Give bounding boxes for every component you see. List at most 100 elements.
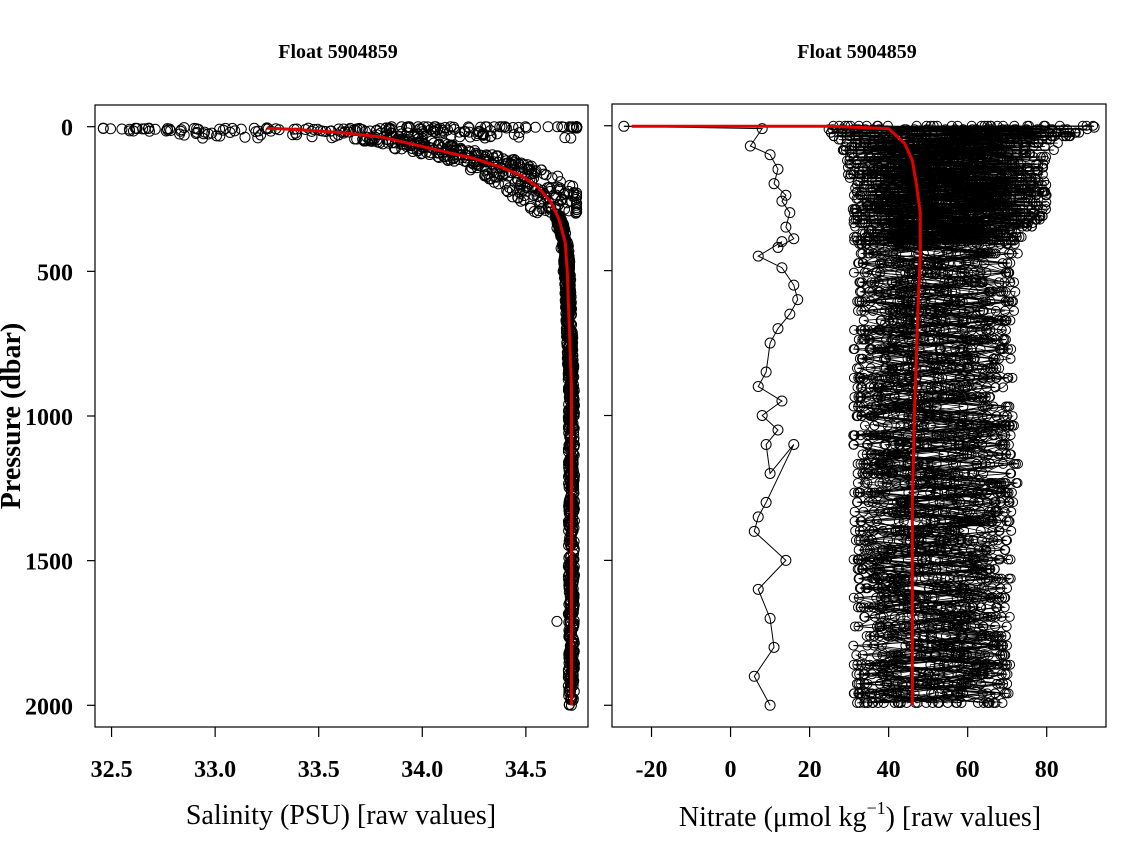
salinity-raw-point (567, 121, 579, 133)
nitrate-raw-point (1038, 158, 1049, 169)
nitrate-raw-point (889, 334, 900, 345)
salinity-raw-point (558, 252, 570, 264)
nitrate-raw-point (870, 372, 881, 383)
nitrate-raw-point (1007, 372, 1018, 383)
salinity-raw-point (567, 454, 579, 466)
nitrate-raw-point (1006, 296, 1017, 307)
nitrate-raw-point (855, 190, 866, 201)
nitrate-raw-point (976, 248, 987, 259)
salinity-raw-point (536, 184, 548, 196)
nitrate-raw-point (875, 325, 886, 336)
nitrate-raw-point (862, 640, 873, 651)
nitrate-raw-point (982, 697, 993, 708)
nitrate-raw-point (1012, 478, 1023, 489)
salinity-raw-point (563, 586, 575, 598)
nitrate-raw-point (1040, 200, 1051, 211)
nitrate-raw-point (921, 697, 932, 708)
nitrate-raw-point (874, 564, 885, 575)
nitrate-raw-point (900, 176, 911, 187)
salinity-raw-point (485, 173, 497, 185)
salinity-raw-point (161, 123, 173, 135)
nitrate-raw-profile (838, 125, 1064, 704)
x-tick-label: 32.5 (91, 757, 133, 783)
nitrate-outlier-point (756, 123, 768, 135)
nitrate-raw-point (1039, 176, 1050, 187)
nitrate-raw-point (977, 391, 988, 402)
salinity-raw-point (396, 143, 408, 155)
nitrate-raw-point (871, 267, 882, 278)
nitrate-raw-point (957, 391, 968, 402)
nitrate-raw-point (845, 169, 856, 180)
nitrate-raw-point (958, 688, 969, 699)
nitrate-raw-point (981, 334, 992, 345)
nitrate-raw-point (985, 516, 996, 527)
salinity-raw-point (563, 457, 575, 469)
nitrate-raw-point (969, 564, 980, 575)
nitrate-raw-point (978, 544, 989, 555)
nitrate-raw-point (890, 449, 901, 460)
nitrate-raw-profile (840, 125, 1047, 704)
nitrate-raw-point (951, 382, 962, 393)
nitrate-raw-point (862, 197, 873, 208)
salinity-raw-point (484, 131, 496, 143)
nitrate-raw-point (869, 277, 880, 288)
nitrate-raw-point (988, 535, 999, 546)
salinity-raw-point (561, 352, 573, 364)
nitrate-raw-point (971, 659, 982, 670)
nitrate-raw-point (859, 325, 870, 336)
nitrate-raw-point (990, 353, 1001, 364)
salinity-raw-point (442, 144, 454, 156)
nitrate-raw-point (1000, 439, 1011, 450)
nitrate-raw-point (980, 420, 991, 431)
nitrate-raw-point (1005, 353, 1016, 364)
salinity-raw-point (496, 121, 508, 133)
nitrate-raw-point (982, 688, 993, 699)
nitrate-raw-point (1000, 650, 1011, 661)
nitrate-raw-point (1010, 286, 1021, 297)
nitrate-raw-point (866, 225, 877, 236)
nitrate-raw-point (884, 430, 895, 441)
nitrate-raw-point (940, 382, 951, 393)
salinity-raw-point (239, 131, 251, 143)
nitrate-raw-point (999, 592, 1010, 603)
nitrate-raw-point (863, 497, 874, 508)
salinity-raw-profiles (97, 121, 583, 711)
nitrate-outlier-point (760, 366, 772, 378)
nitrate-raw-point (933, 214, 944, 225)
nitrate-raw-point (1025, 148, 1036, 159)
nitrate-raw-point (1001, 315, 1012, 326)
nitrate-raw-point (996, 640, 1007, 651)
nitrate-raw-point (1005, 554, 1016, 565)
nitrate-raw-point (961, 258, 972, 269)
nitrate-raw-point (848, 592, 859, 603)
nitrate-raw-point (856, 200, 867, 211)
nitrate-raw-point (865, 363, 876, 374)
nitrate-raw-point (849, 391, 860, 402)
nitrate-x-axis-label-a: Nitrate (μmol kg (679, 802, 867, 833)
nitrate-raw-point (1003, 487, 1014, 498)
y-tick-label: 1000 (25, 405, 73, 431)
nitrate-raw-point (1003, 688, 1014, 699)
nitrate-raw-point (874, 602, 885, 613)
nitrate-raw-point (1000, 401, 1011, 412)
salinity-raw-point (437, 124, 449, 136)
nitrate-raw-point (868, 162, 879, 173)
nitrate-raw-point (1042, 134, 1053, 145)
nitrate-raw-point (920, 162, 931, 173)
nitrate-raw-point (848, 640, 859, 651)
pressure-y-axis: 0 500 1000 1500 2000 (25, 116, 95, 720)
salinity-raw-point (105, 123, 117, 135)
nitrate-raw-point (862, 478, 873, 489)
nitrate-outlier-point (752, 250, 764, 262)
nitrate-raw-point (851, 207, 862, 218)
nitrate-raw-point (848, 688, 859, 699)
nitrate-raw-point (837, 145, 848, 156)
nitrate-raw-point (875, 391, 886, 402)
salinity-x-axis-label: Salinity (PSU) [raw values] (186, 800, 496, 831)
nitrate-raw-point (852, 179, 863, 190)
salinity-raw-point (507, 191, 519, 203)
nitrate-outlier-point (764, 337, 776, 349)
nitrate-raw-point (994, 277, 1005, 288)
x-tick-label: 33.0 (194, 757, 236, 783)
nitrate-raw-point (982, 325, 993, 336)
